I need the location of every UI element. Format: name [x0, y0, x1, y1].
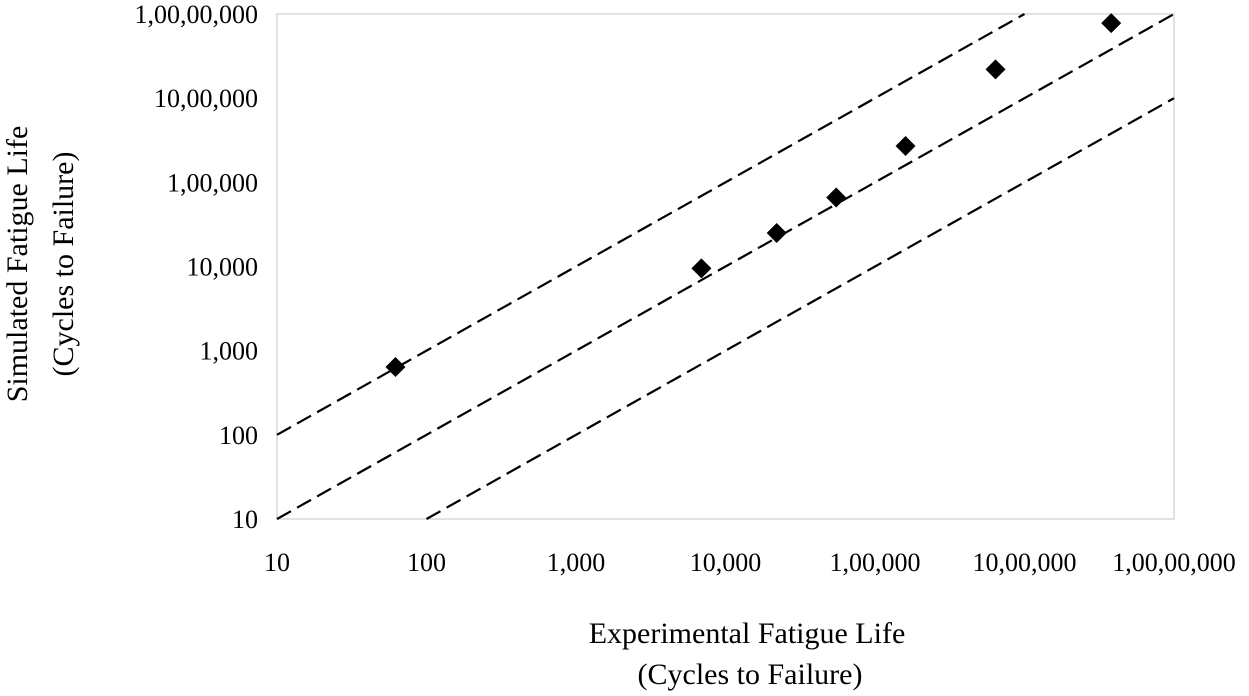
y-tick-label: 1,000	[200, 337, 259, 366]
x-tick-label: 1,000	[547, 548, 606, 577]
x-tick-label: 10,00,000	[973, 548, 1077, 577]
x-tick-label: 10	[264, 548, 290, 577]
y-axis-title-line-2: (Cycles to Failure)	[47, 152, 80, 377]
x-tick-label: 1,00,000	[830, 548, 921, 577]
x-axis-title-line-1: Experimental Fatigue Life	[589, 617, 906, 650]
x-axis-title-line-2: (Cycles to Failure)	[638, 658, 863, 691]
data-point-7	[1101, 13, 1122, 34]
data-point-2	[691, 258, 712, 279]
y-tick-label: 10,00,000	[154, 84, 258, 113]
y-tick-label: 1,00,000	[167, 168, 258, 197]
x-tick-label: 100	[407, 548, 446, 577]
y-axis-title-line-1: Simulated Fatigue Life	[1, 126, 34, 403]
y-tick-label: 10	[232, 505, 258, 534]
reference-lines	[276, 13, 1175, 520]
y-tick-label: 100	[219, 421, 258, 450]
x-tick-label: 10,000	[690, 548, 762, 577]
reference-line-one-to-one	[276, 13, 1175, 520]
data-point-6	[985, 59, 1006, 80]
reference-line-factor-10-upper	[276, 13, 1026, 436]
plot-area-border	[276, 13, 1175, 520]
y-tick-label: 10,000	[187, 253, 259, 282]
data-point-4	[826, 187, 847, 208]
reference-line-factor-10-lower	[425, 97, 1175, 520]
data-point-1	[385, 356, 406, 377]
data-point-5	[895, 136, 916, 157]
data-point-3	[766, 223, 787, 244]
x-axis-tick-labels: 10 100 1,000 10,000 1,00,000 10,00,000 1,00,00…	[264, 548, 1236, 577]
x-tick-label: 1,00,00,000	[1112, 548, 1236, 577]
y-tick-label: 1,00,00,000	[135, 0, 259, 29]
data-points	[385, 13, 1122, 377]
y-axis-tick-labels: 10 100 1,000 10,000 1,00,000 10,00,000 1,00,00…	[135, 0, 259, 534]
